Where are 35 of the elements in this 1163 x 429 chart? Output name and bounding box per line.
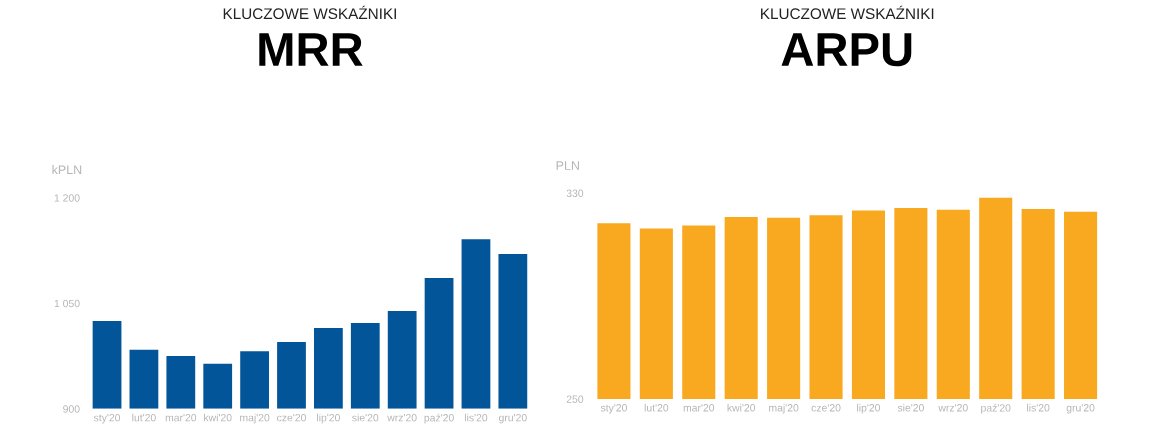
x-tick-label: maj'20: [769, 403, 799, 414]
x-tick-label: wrz'20: [387, 413, 417, 422]
y-tick-label: 250: [566, 395, 584, 403]
x-tick-label: gru'20: [498, 413, 527, 424]
x-tick-label: paź'20: [424, 413, 454, 424]
x-tick-label: lut'20: [644, 403, 669, 412]
chart-subtitle: KLUCZOWE WSKAŹNIKI: [223, 5, 396, 20]
x-tick-label: lip'20: [317, 413, 340, 424]
x-tick-label: kwi'20: [204, 413, 232, 422]
x-tick-label: cze'20: [277, 413, 306, 422]
x-tick-label: wrz'20: [938, 404, 968, 412]
y-tick-label: 1 200: [54, 194, 80, 202]
x-tick-label: sie'20: [352, 413, 379, 422]
y-tick-label: 900: [63, 405, 80, 413]
x-tick-label: sty'20: [93, 413, 121, 424]
x-tick-label: kwi'20: [727, 403, 756, 412]
x-tick-label: lip'20: [857, 403, 881, 414]
x-tick-label: lis'20: [1027, 403, 1050, 412]
y-axis-title: PLN: [556, 161, 579, 170]
y-tick-label: 1 050: [54, 299, 80, 308]
x-tick-label: lut'20: [132, 413, 156, 422]
x-tick-label: mar'20: [165, 413, 197, 422]
x-tick-label: mar'20: [683, 404, 715, 412]
x-tick-label: lis'20: [464, 413, 488, 422]
chart-subtitle: KLUCZOWE WSKAŹNIKI: [761, 5, 934, 20]
x-tick-label: paź'20: [981, 403, 1011, 414]
x-tick-label: sty'20: [600, 404, 627, 414]
y-tick-label: 330: [566, 189, 584, 197]
y-axis-title: kPLN: [52, 165, 82, 175]
x-tick-label: sie'20: [897, 403, 924, 412]
x-tick-label: maj'20: [240, 413, 270, 424]
x-tick-label: gru'20: [1066, 404, 1095, 414]
chart-title: MRR: [259, 33, 363, 66]
chart-title: ARPU: [781, 33, 912, 67]
x-tick-label: cze'20: [811, 404, 841, 412]
